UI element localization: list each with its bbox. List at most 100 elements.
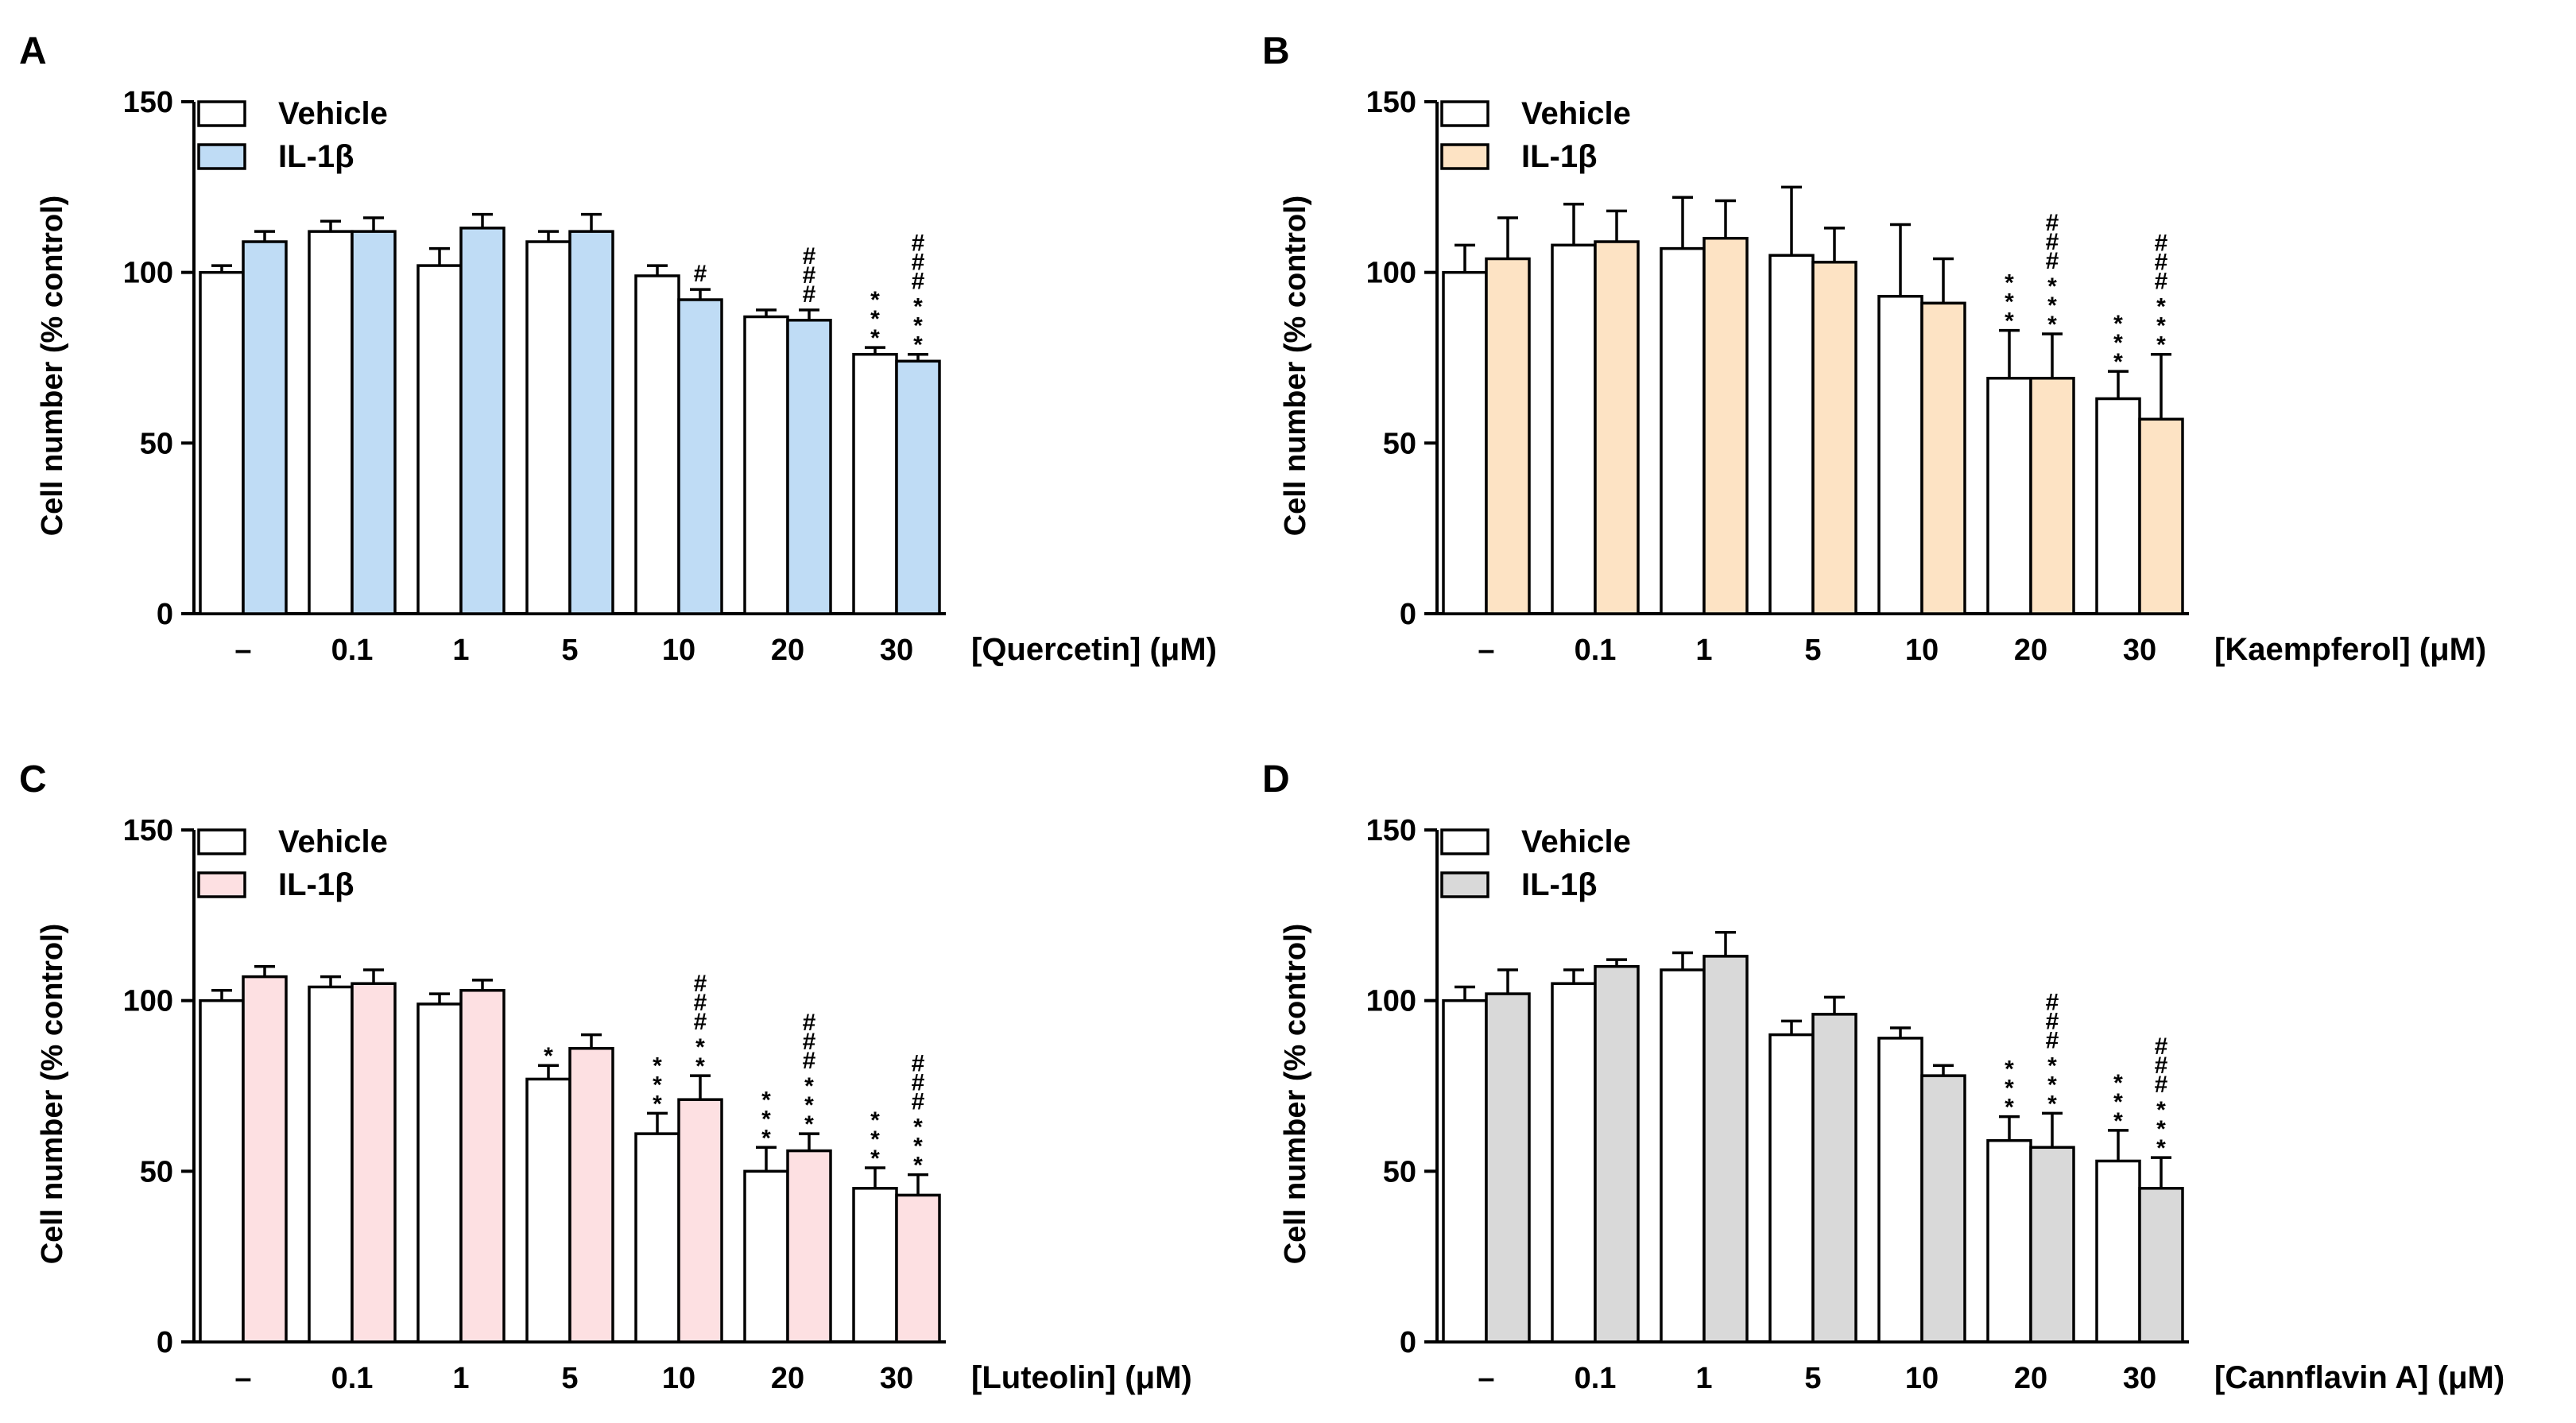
- bar-vehicle: [852, 352, 898, 615]
- significance-mark-il1b: # # # * * *: [2046, 989, 2059, 1117]
- legend-vehicle-swatch: [197, 100, 246, 127]
- significance-mark-vehicle: * * *: [2005, 1057, 2014, 1121]
- bar-il1b: [1594, 240, 1640, 615]
- y-tick-label: 50: [140, 1155, 173, 1188]
- legend-il1b-swatch: [1440, 143, 1489, 170]
- bar-il1b: [568, 1047, 614, 1344]
- bar-il1b: [1702, 236, 1749, 615]
- legend-il1b-swatch: [197, 871, 246, 898]
- significance-mark-il1b: # # # * * *: [912, 231, 925, 359]
- y-axis-label: Cell number (% control): [36, 924, 69, 1265]
- x-tick-label: 20: [771, 634, 804, 667]
- x-tick-label: 20: [771, 1362, 804, 1395]
- x-tick-label: 0.1: [331, 634, 374, 667]
- bar-il1b: [2029, 1146, 2075, 1344]
- legend-il1b-label: IL-1β: [278, 867, 354, 902]
- bar-vehicle: [308, 985, 354, 1344]
- significance-mark-il1b: # # # * * *: [2155, 231, 2168, 359]
- significance-mark-vehicle: * * *: [2005, 270, 2014, 335]
- bar-vehicle: [1551, 243, 1597, 615]
- bar-il1b: [459, 227, 506, 615]
- bar-vehicle: [199, 998, 245, 1344]
- bar-vehicle: [308, 230, 354, 615]
- x-axis-title: [Luteolin] (μM): [971, 1360, 1192, 1395]
- x-axis-title: [Kaempferol] (μM): [2214, 632, 2486, 667]
- legend-vehicle-swatch: [197, 828, 246, 855]
- significance-mark-il1b: #: [694, 261, 707, 287]
- x-tick-label: 20: [2014, 1362, 2047, 1395]
- y-axis-label: Cell number (% control): [1279, 924, 1312, 1265]
- bar-il1b: [2138, 1187, 2184, 1344]
- y-tick-label: 150: [1366, 814, 1416, 847]
- bar-il1b: [1485, 257, 1531, 615]
- y-tick-label: 150: [1366, 86, 1416, 119]
- bar-il1b: [1594, 964, 1640, 1344]
- bar-vehicle: [525, 1077, 571, 1344]
- legend-vehicle-label: Vehicle: [1521, 96, 1631, 131]
- x-tick-label: 0.1: [1575, 1362, 1617, 1395]
- bar-vehicle: [1986, 1138, 2032, 1344]
- x-tick-label: 1: [1695, 634, 1712, 667]
- significance-mark-vehicle: * * *: [761, 1087, 771, 1151]
- bar-vehicle: [525, 240, 571, 615]
- y-tick-label: 100: [1366, 257, 1416, 290]
- chart-panel-d: D 0 50 100 150 Cell number (% control) [Cannfl…: [1262, 758, 2504, 1395]
- panel-letter: C: [19, 758, 47, 801]
- legend-il1b-label: IL-1β: [1521, 867, 1598, 902]
- bar-il1b: [1702, 955, 1749, 1344]
- bar-vehicle: [2095, 1159, 2141, 1344]
- bar-vehicle: [743, 1169, 789, 1344]
- x-tick-label: –: [1478, 634, 1494, 667]
- legend-il1b-label: IL-1β: [1521, 139, 1598, 174]
- chart-panel-b: B 0 50 100 150 Cell number (% control) [Kaempf…: [1262, 30, 2486, 667]
- chart-panel-a: A 0 50 100 150 Cell number (% control) [Querce…: [19, 30, 1217, 667]
- significance-mark-vehicle: * * *: [870, 1107, 880, 1172]
- y-tick-label: 0: [1400, 1326, 1416, 1359]
- bar-il1b: [895, 1193, 941, 1344]
- bar-il1b: [677, 298, 723, 615]
- bar-vehicle: [416, 264, 463, 615]
- chart-panel-c: C 0 50 100 150 Cell number (% control) [Luteol…: [19, 758, 1192, 1395]
- x-axis-title: [Quercetin] (μM): [971, 632, 1217, 667]
- legend-vehicle-label: Vehicle: [1521, 824, 1631, 859]
- bar-il1b: [786, 319, 832, 615]
- bar-il1b: [1811, 261, 1857, 615]
- significance-mark-il1b: # # # * * *: [912, 1051, 925, 1179]
- bar-il1b: [677, 1098, 723, 1344]
- significance-mark-il1b: # # # * * *: [803, 1010, 816, 1138]
- bar-il1b: [1485, 992, 1531, 1344]
- bar-vehicle: [199, 270, 245, 615]
- y-tick-label: 0: [1400, 598, 1416, 631]
- significance-mark-il1b: # # # * * *: [2155, 1033, 2168, 1161]
- bar-il1b: [895, 359, 941, 615]
- significance-mark-vehicle: * * *: [653, 1053, 662, 1117]
- y-tick-label: 100: [123, 257, 173, 290]
- bar-vehicle: [1442, 270, 1488, 615]
- x-tick-label: 0.1: [331, 1362, 374, 1395]
- y-tick-label: 150: [123, 814, 173, 847]
- bar-il1b: [351, 230, 397, 615]
- y-tick-label: 50: [1383, 1155, 1416, 1188]
- x-tick-label: 1: [1695, 1362, 1712, 1395]
- bar-il1b: [1920, 301, 1966, 615]
- bar-vehicle: [1660, 968, 1706, 1344]
- x-tick-label: 1: [452, 634, 469, 667]
- x-tick-label: 5: [1804, 634, 1821, 667]
- bar-il1b: [242, 240, 288, 615]
- x-tick-label: 10: [662, 1362, 695, 1395]
- bar-vehicle: [1768, 1033, 1815, 1344]
- bar-vehicle: [634, 1132, 680, 1344]
- bar-vehicle: [416, 1002, 463, 1344]
- bar-vehicle: [743, 315, 789, 615]
- bar-il1b: [1920, 1074, 1966, 1344]
- y-axis-label: Cell number (% control): [1279, 196, 1312, 537]
- y-tick-label: 100: [1366, 985, 1416, 1018]
- significance-mark-vehicle: *: [544, 1043, 553, 1069]
- legend-il1b-swatch: [197, 143, 246, 170]
- bar-il1b: [568, 230, 614, 615]
- bar-vehicle: [1660, 246, 1706, 615]
- x-tick-label: 10: [662, 634, 695, 667]
- legend-il1b-label: IL-1β: [278, 139, 354, 174]
- y-tick-label: 50: [140, 427, 173, 460]
